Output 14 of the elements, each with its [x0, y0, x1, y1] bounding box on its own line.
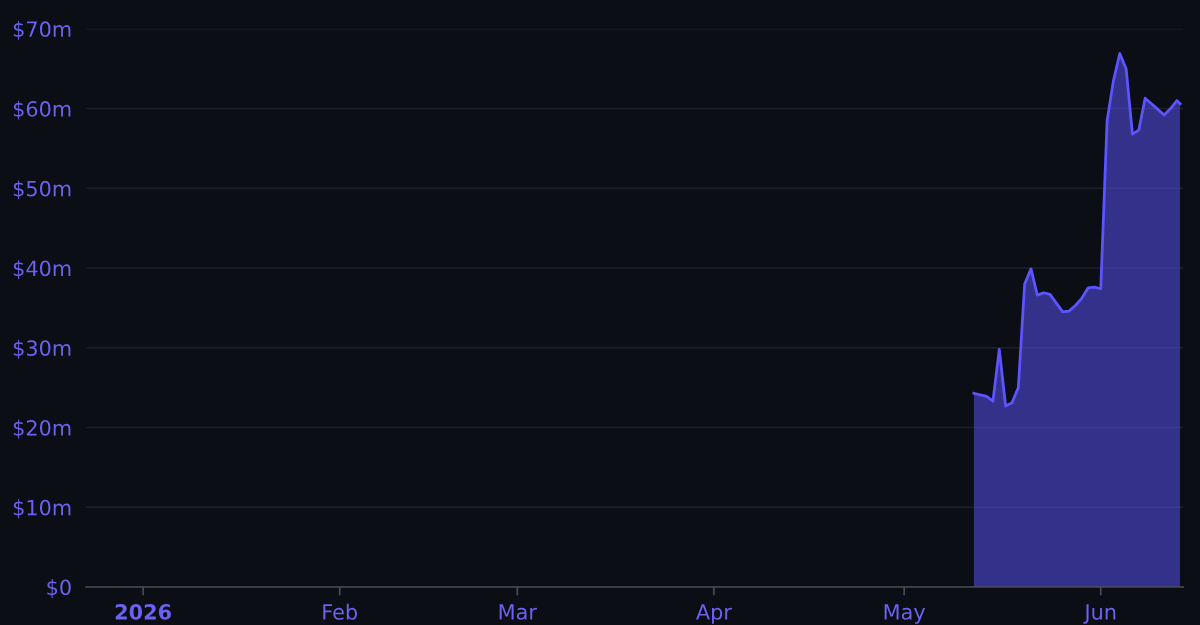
x-tick-label: Apr — [696, 604, 732, 624]
y-tick-label: $20m — [13, 419, 71, 439]
x-tick-label: Jun — [1083, 604, 1116, 624]
x-tick-label: Feb — [323, 603, 358, 620]
y-tick-label: $30m — [13, 339, 71, 359]
x-tick-label: May — [884, 604, 926, 624]
y-tick-label: $50m — [13, 180, 71, 200]
y-tick-label: $70m — [13, 20, 71, 40]
y-tick-label: $10m — [13, 499, 71, 519]
x-tick-label: 2026 — [115, 604, 171, 620]
y-tick-label: $40m — [13, 260, 71, 280]
x-tick-label: Mar — [499, 604, 537, 620]
y-tick-label: $0 — [47, 579, 71, 598]
y-tick-label: $60m — [13, 100, 71, 120]
